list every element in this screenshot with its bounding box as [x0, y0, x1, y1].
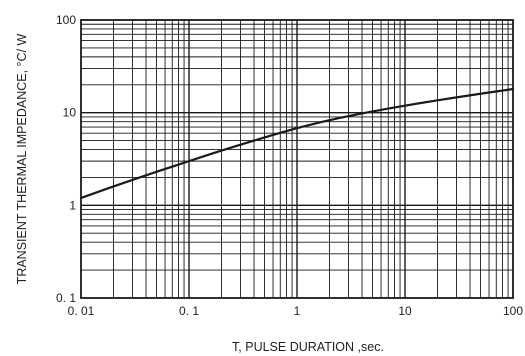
x-tick-label: 1: [294, 304, 301, 318]
grid: [81, 20, 513, 298]
x-axis-title: T, PULSE DURATION ,sec.: [232, 340, 384, 354]
y-tick-label: 100: [56, 13, 76, 27]
y-axis-title: TRANSIENT THERMAL IMPEDANCE, °C/ W: [15, 33, 29, 284]
plot-frame: [80, 19, 514, 299]
y-tick-labels: 0. 1 1 10 100: [56, 13, 76, 305]
y-tick-label: 10: [63, 106, 77, 120]
y-tick-label: 1: [69, 198, 76, 212]
x-tick-labels: 0. 01 0. 1 1 10 100: [68, 304, 524, 318]
x-tick-label: 10: [398, 304, 412, 318]
x-tick-label: 0. 1: [179, 304, 199, 318]
x-tick-label: 100: [503, 304, 523, 318]
x-tick-label: 0. 01: [68, 304, 95, 318]
y-tick-label: 0. 1: [56, 291, 76, 305]
series-line: [79, 87, 515, 200]
